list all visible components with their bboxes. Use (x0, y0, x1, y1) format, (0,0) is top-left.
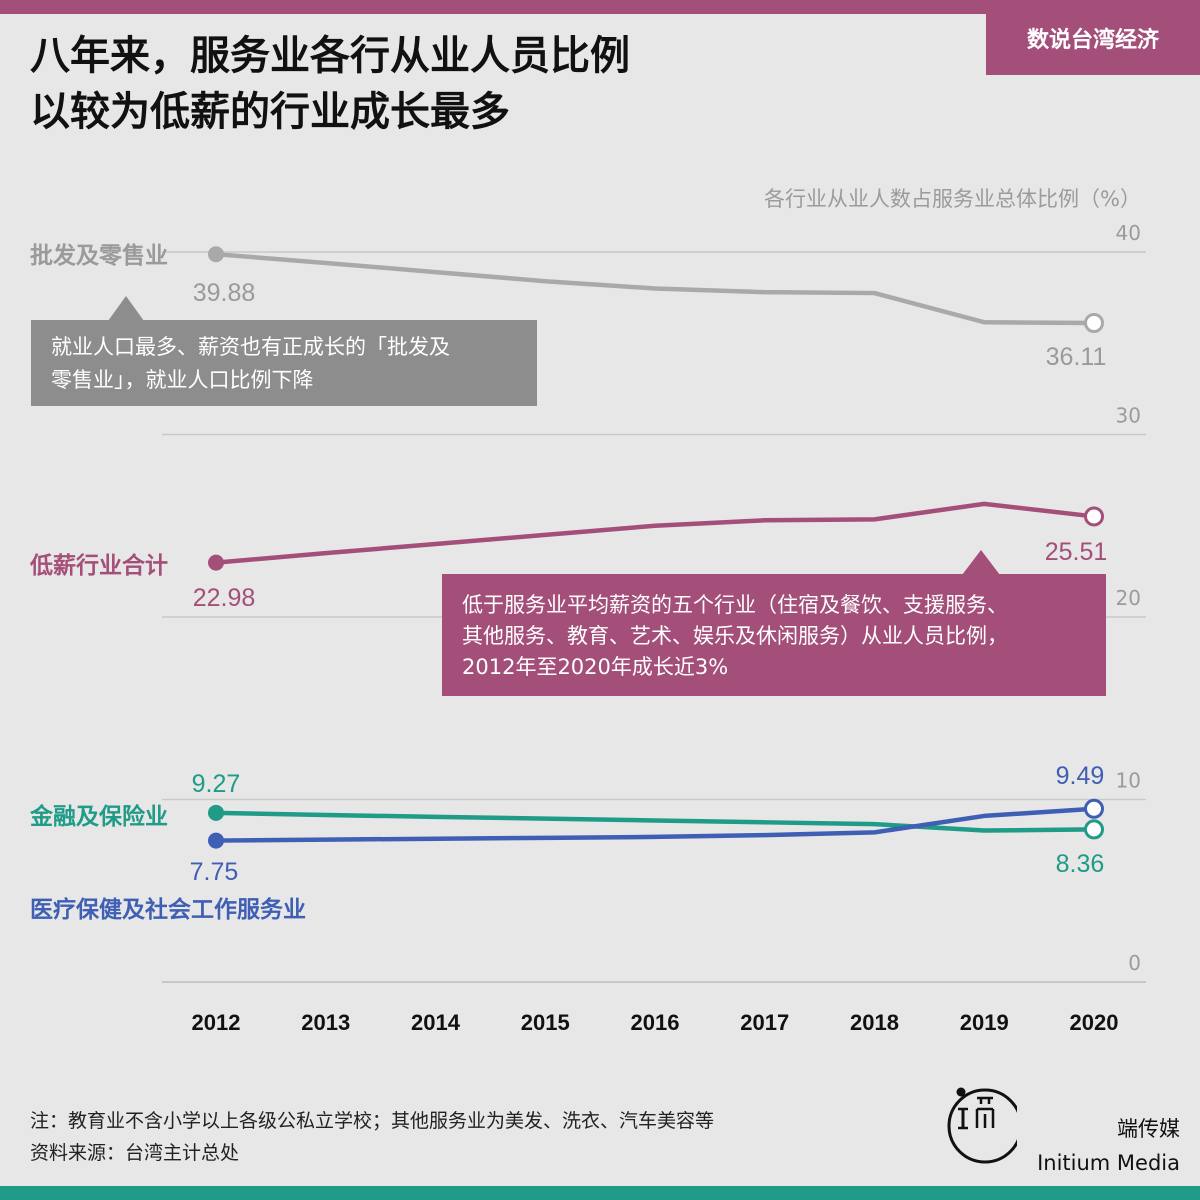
x-tick-label: 2019 (960, 1010, 1009, 1035)
start-point-0 (208, 246, 224, 263)
series-line-1 (215, 501, 1095, 565)
callout-low-wage-line-1: 低于服务业平均薪资的五个行业（住宿及餐饮、支援服务、 (462, 593, 1008, 617)
x-tick-label: 2012 (192, 1010, 241, 1035)
start-point-1 (208, 554, 224, 571)
title-line-2: 以较为低薪的行业成长最多 (30, 89, 510, 135)
callout-wholesale-line-2: 零售业」，就业人口比例下降 (51, 368, 314, 392)
callout-low-wage-line-2: 其他服务、教育、艺术、娱乐及休闲服务）从业人员比例， (462, 624, 1008, 648)
brand: 端传媒 Initium Media (1037, 1112, 1180, 1180)
end-value-label: 8.36 (1056, 850, 1105, 878)
brand-en: Initium Media (1037, 1151, 1180, 1175)
footnotes: 注：教育业不含小学以上各级公私立学校；其他服务业为美发、洗衣、汽车美容等 资料来… (30, 1105, 714, 1169)
footnote-source: 资料来源：台湾主计总处 (30, 1142, 240, 1164)
x-tick-label: 2017 (740, 1010, 789, 1035)
start-point-3 (208, 832, 224, 849)
end-value-label: 9.49 (1056, 762, 1105, 790)
end-point-0 (1084, 312, 1104, 333)
start-value-label: 7.75 (190, 858, 239, 886)
y-tick-label: 30 (1116, 404, 1141, 428)
end-value-label: 25.51 (1045, 538, 1108, 566)
series-name-label: 低薪行业合计 (29, 552, 168, 579)
footnote-note: 注：教育业不含小学以上各级公私立学校；其他服务业为美发、洗衣、汽车美容等 (30, 1110, 715, 1132)
end-point-2 (1084, 819, 1104, 840)
x-tick-label: 2015 (521, 1010, 570, 1035)
series-name-label: 医疗保健及社会工作服务业 (30, 896, 306, 923)
brand-cn: 端传媒 (1117, 1117, 1180, 1141)
callout-low-wage-line-3: 2012年至2020年成长近3% (462, 655, 729, 679)
callout-low-wage-pointer (962, 550, 1000, 575)
y-tick-label: 0 (1128, 951, 1141, 975)
series-name-label: 批发及零售业 (30, 242, 168, 269)
callout-wholesale: 就业人口最多、薪资也有正成长的「批发及 零售业」，就业人口比例下降 (31, 320, 537, 406)
callout-wholesale-pointer (108, 296, 144, 321)
x-tick-label: 2016 (631, 1010, 680, 1035)
page-title: 八年来，服务业各行从业人员比例 以较为低薪的行业成长最多 (30, 28, 930, 140)
bottom-accent-bar (0, 1186, 1200, 1200)
x-tick-label: 2018 (850, 1010, 899, 1035)
callout-wholesale-line-1: 就业人口最多、薪资也有正成长的「批发及 (51, 335, 450, 359)
initium-logo-icon (947, 1087, 1017, 1164)
y-tick-label: 10 (1116, 769, 1141, 793)
start-value-label: 9.27 (192, 770, 241, 798)
start-value-label: 22.98 (193, 584, 256, 612)
series-line-0 (215, 251, 1095, 326)
end-point-1 (1084, 506, 1104, 527)
x-tick-label: 2014 (411, 1010, 461, 1035)
y-tick-label: 40 (1116, 221, 1141, 245)
start-value-label: 39.88 (193, 279, 256, 307)
series-tag: 数说台湾经济 (986, 0, 1200, 75)
y-tick-label: 20 (1116, 586, 1141, 610)
x-tick-label: 2020 (1070, 1010, 1119, 1035)
x-tick-label: 2013 (301, 1010, 350, 1035)
series-line-2 (215, 810, 1095, 833)
top-accent-bar (0, 0, 1200, 14)
callout-low-wage: 低于服务业平均薪资的五个行业（住宿及餐饮、支援服务、 其他服务、教育、艺术、娱乐… (442, 574, 1106, 696)
title-line-1: 八年来，服务业各行从业人员比例 (30, 33, 630, 79)
series-name-label: 金融及保险业 (29, 803, 168, 830)
start-point-2 (208, 804, 224, 821)
end-value-label: 36.11 (1046, 343, 1107, 371)
end-point-3 (1084, 798, 1104, 819)
series-line-3 (215, 806, 1095, 843)
y-axis-title: 各行业从业人数占服务业总体比例（%） (764, 187, 1141, 211)
